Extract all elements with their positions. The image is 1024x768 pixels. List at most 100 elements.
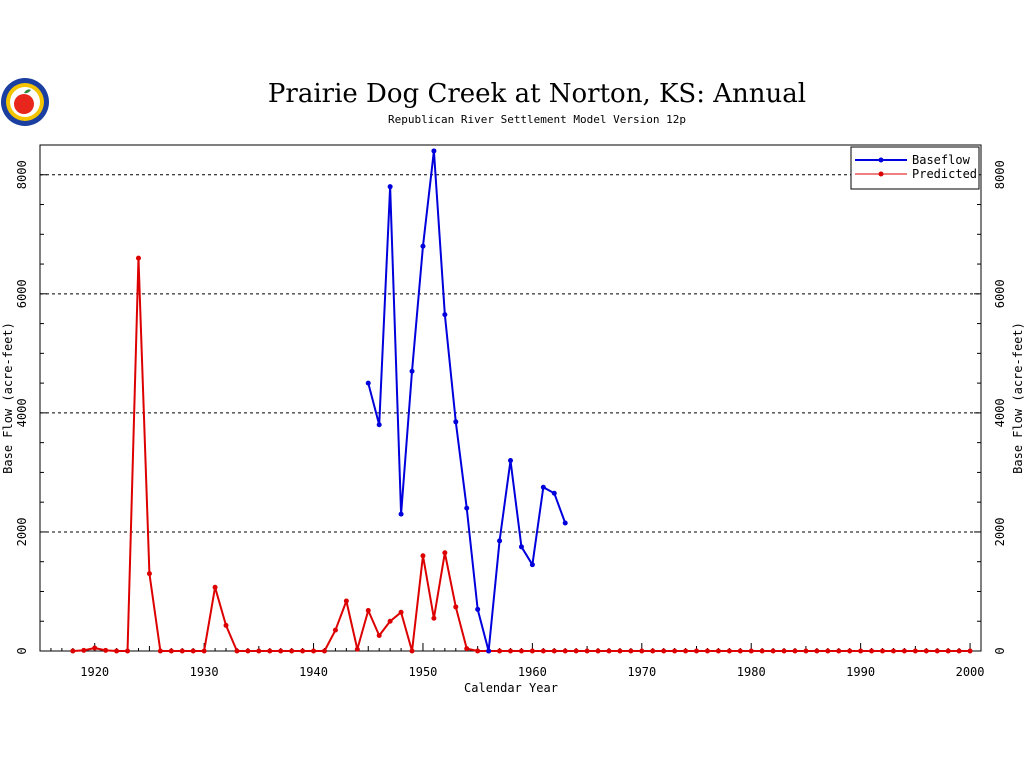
data-point-baseflow (518, 544, 524, 550)
data-point-predicted (890, 648, 896, 654)
data-point-predicted (529, 648, 535, 654)
data-point-predicted (420, 553, 426, 559)
data-point-predicted (518, 648, 524, 654)
data-point-predicted (869, 648, 875, 654)
y-tick-label-left: 4000 (15, 398, 29, 427)
data-point-predicted (135, 255, 141, 261)
x-tick-label: 1950 (409, 665, 438, 679)
legend-predicted-label: Predicted (912, 167, 977, 181)
gridlines (40, 174, 981, 533)
data-point-baseflow (387, 184, 393, 190)
data-point-predicted (726, 648, 732, 654)
data-point-predicted (256, 648, 262, 654)
data-point-predicted (803, 648, 809, 654)
data-point-baseflow (508, 458, 513, 464)
data-point-baseflow (562, 520, 568, 526)
data-point-predicted (715, 648, 721, 654)
x-tick-label: 1970 (627, 665, 656, 679)
data-point-predicted (836, 648, 842, 654)
y-tick-label-right: 0 (993, 647, 1007, 654)
data-point-baseflow (442, 312, 448, 318)
chart-title: Prairie Dog Creek at Norton, KS: Annual (268, 79, 806, 109)
legend-baseflow-marker (878, 157, 884, 163)
data-point-baseflow (475, 606, 481, 612)
data-point-predicted (289, 648, 295, 654)
data-point-predicted (278, 648, 284, 654)
data-point-predicted (332, 627, 338, 633)
data-point-predicted (847, 648, 853, 654)
data-point-predicted (387, 618, 393, 624)
series-line-predicted (72, 257, 971, 652)
data-point-predicted (365, 608, 371, 614)
data-point-predicted (759, 648, 765, 654)
data-point-predicted (901, 648, 907, 654)
x-tick-label: 1930 (190, 665, 219, 679)
data-point-predicted (354, 646, 360, 652)
data-point-predicted (212, 584, 218, 590)
data-point-baseflow (529, 562, 535, 568)
data-point-predicted (595, 648, 601, 654)
data-point-predicted (157, 648, 163, 654)
data-point-predicted (551, 648, 557, 654)
data-point-predicted (562, 648, 568, 654)
data-point-predicted (311, 648, 317, 654)
data-point-predicted (748, 648, 754, 654)
data-point-predicted (81, 647, 87, 653)
data-point-predicted (125, 648, 131, 654)
data-point-predicted (497, 648, 503, 654)
data-point-predicted (792, 648, 798, 654)
legend-baseflow-label: Baseflow (912, 153, 971, 167)
y-tick-label-left: 0 (15, 647, 29, 654)
data-point-predicted (737, 648, 743, 654)
data-point-predicted (584, 648, 590, 654)
data-point-predicted (704, 648, 710, 654)
data-point-predicted (376, 633, 382, 639)
data-point-predicted (912, 648, 918, 654)
plot-area (39, 144, 982, 652)
data-point-predicted (300, 648, 306, 654)
series-line-baseflow (367, 149, 567, 652)
data-point-predicted (343, 598, 349, 604)
data-point-baseflow (409, 368, 415, 374)
y-axis-label-right: Base Flow (acre-feet) (1011, 322, 1024, 474)
data-point-predicted (179, 648, 185, 654)
data-point-predicted (617, 648, 623, 654)
data-point-predicted (967, 648, 973, 654)
data-point-predicted (431, 615, 437, 621)
data-point-predicted (770, 648, 776, 654)
data-point-predicted (92, 645, 98, 651)
kansas-logo-icon (1, 78, 49, 126)
data-point-baseflow (540, 484, 546, 490)
data-point-predicted (464, 646, 470, 652)
data-point-predicted (694, 648, 700, 654)
data-point-predicted (409, 648, 415, 654)
chart-subtitle: Republican River Settlement Model Versio… (388, 113, 686, 126)
y-tick-label-left: 2000 (15, 517, 29, 546)
data-point-predicted (398, 609, 404, 615)
data-point-baseflow (420, 243, 426, 249)
data-point-predicted (573, 648, 579, 654)
data-point-predicted (923, 648, 929, 654)
x-tick-label: 1990 (846, 665, 875, 679)
data-point-predicted (934, 648, 940, 654)
data-point-predicted (672, 648, 678, 654)
data-point-predicted (234, 648, 240, 654)
data-point-predicted (453, 604, 459, 610)
legend: Baseflow Predicted (850, 146, 980, 190)
y-axis-label-left: Base Flow (acre-feet) (1, 322, 15, 474)
data-point-predicted (114, 648, 120, 654)
y-tick-label-right: 8000 (993, 160, 1007, 189)
data-point-predicted (683, 648, 689, 654)
series-layer (70, 148, 973, 654)
y-tick-label-right: 6000 (993, 279, 1007, 308)
data-point-baseflow (431, 148, 437, 154)
data-point-baseflow (464, 505, 470, 511)
data-point-baseflow (365, 380, 371, 386)
data-point-predicted (146, 571, 152, 577)
y-tick-label-left: 8000 (15, 160, 29, 189)
data-point-predicted (508, 648, 513, 654)
data-point-predicted (945, 648, 951, 654)
data-point-baseflow (453, 419, 459, 425)
data-point-baseflow (497, 538, 503, 544)
